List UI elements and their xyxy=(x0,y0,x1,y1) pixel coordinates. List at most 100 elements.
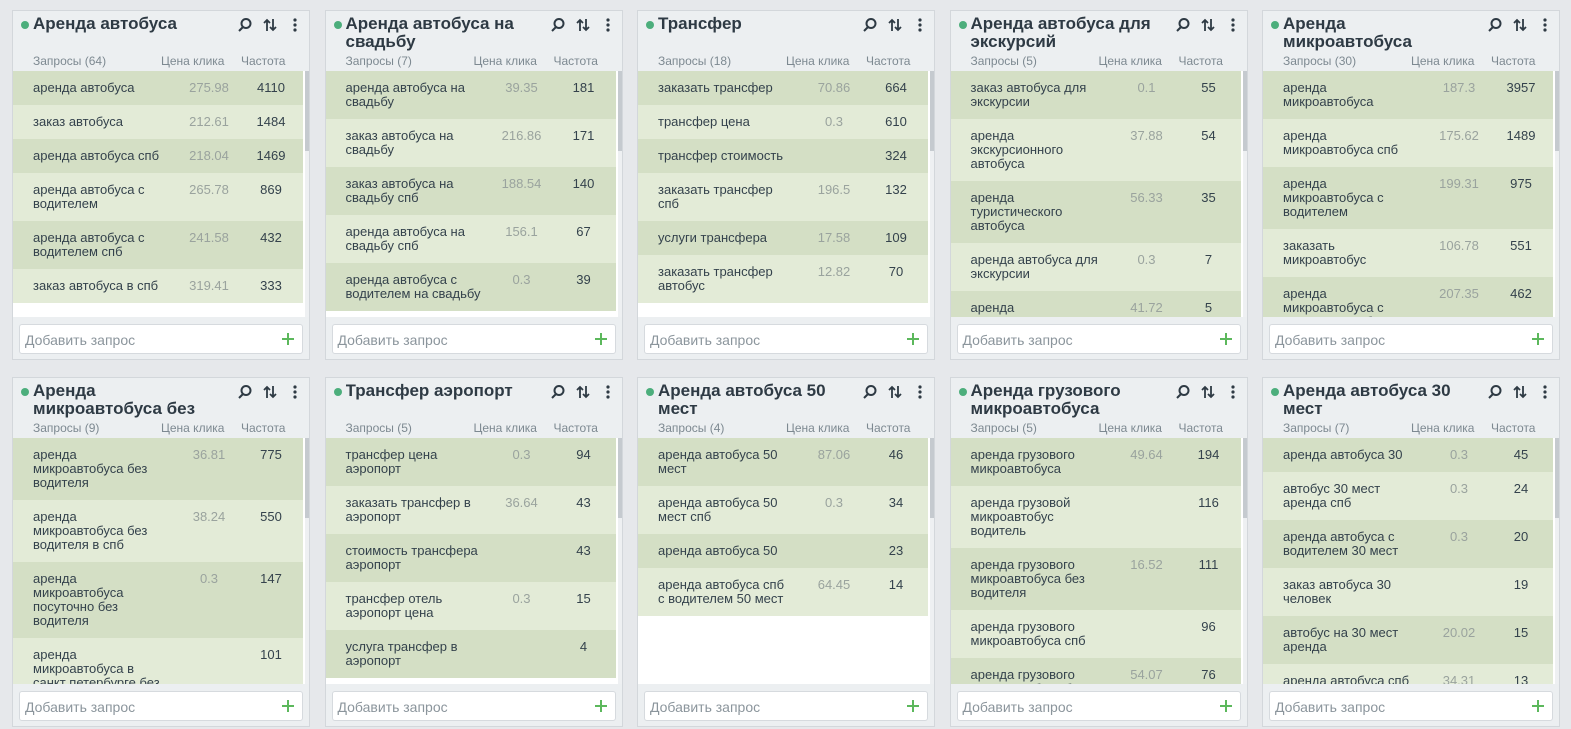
scroll-thumb[interactable] xyxy=(305,438,309,518)
menu-icon[interactable] xyxy=(287,384,303,400)
add-query-input[interactable]: Добавить запрос xyxy=(331,691,616,721)
query-row[interactable]: аренда автобуса 50 мест 87.06 46 xyxy=(638,438,928,486)
scroll-thumb[interactable] xyxy=(1242,438,1247,518)
menu-icon[interactable] xyxy=(287,17,303,33)
menu-icon[interactable] xyxy=(912,17,928,33)
scroll-thumb[interactable] xyxy=(1555,71,1559,151)
sort-icon[interactable] xyxy=(1512,384,1528,400)
query-row[interactable]: аренда микроавтобуса посуточно без водит… xyxy=(13,562,303,638)
add-query-input[interactable]: Добавить запрос xyxy=(956,691,1241,721)
sort-icon[interactable] xyxy=(262,384,278,400)
add-query-input[interactable]: Добавить запрос xyxy=(956,324,1241,354)
search-icon[interactable] xyxy=(1175,17,1191,33)
sort-icon[interactable] xyxy=(1200,384,1216,400)
add-button[interactable] xyxy=(1532,700,1544,712)
add-query-input[interactable]: Добавить запрос xyxy=(19,324,303,354)
query-row[interactable]: заказать трансфер спб 196.5 132 xyxy=(638,173,928,221)
query-row[interactable]: аренда микроавтобуса спб 175.62 1489 xyxy=(1263,119,1553,167)
query-row[interactable]: аренда автобуса спб 34.31 13 xyxy=(1263,664,1553,684)
query-row[interactable]: аренда экскурсионного 41.72 5 xyxy=(950,291,1241,317)
sort-icon[interactable] xyxy=(887,384,903,400)
sort-icon[interactable] xyxy=(262,17,278,33)
menu-icon[interactable] xyxy=(600,384,616,400)
query-row[interactable]: заказ автобуса на свадьбу 216.86 171 xyxy=(325,119,616,167)
query-row[interactable]: аренда автобуса 50 мест спб 0.3 34 xyxy=(638,486,928,534)
add-button[interactable] xyxy=(594,333,607,345)
add-button[interactable] xyxy=(907,700,919,712)
search-icon[interactable] xyxy=(550,17,566,33)
scroll-thumb[interactable] xyxy=(617,438,622,518)
query-row[interactable]: аренда автобуса спб 218.04 1469 xyxy=(13,139,303,173)
query-row[interactable]: аренда микроавтобуса 187.3 3957 xyxy=(1263,71,1553,119)
query-row[interactable]: аренда микроавтобуса без водителя в спб 3… xyxy=(13,500,303,562)
query-row[interactable]: трансфер стоимость 324 xyxy=(638,139,928,173)
add-query-input[interactable]: Добавить запрос xyxy=(644,691,928,721)
add-query-input[interactable]: Добавить запрос xyxy=(331,324,616,354)
query-row[interactable]: аренда грузового микроавтобуса без водит… xyxy=(950,548,1241,610)
query-row[interactable]: услуга трансфер в аэропорт 4 xyxy=(325,630,616,678)
sort-icon[interactable] xyxy=(1200,17,1216,33)
query-row[interactable]: аренда грузовой микроавтобус водитель 116 xyxy=(950,486,1241,548)
query-row[interactable]: аренда грузового микроавтобуса спб 96 xyxy=(950,610,1241,658)
query-row[interactable]: трансфер цена 0.3 610 xyxy=(638,105,928,139)
scroll-thumb[interactable] xyxy=(930,71,934,151)
query-row[interactable]: аренда автобуса на свадьбу спб 156.1 67 xyxy=(325,215,616,263)
query-row[interactable]: аренда микроавтобуса без водителя 36.81 77… xyxy=(13,438,303,500)
query-row[interactable]: автобус 30 мест аренда спб 0.3 24 xyxy=(1263,472,1553,520)
menu-icon[interactable] xyxy=(600,17,616,33)
search-icon[interactable] xyxy=(862,17,878,33)
query-row[interactable]: заказать трансфер автобус 12.82 70 xyxy=(638,255,928,303)
query-row[interactable]: аренда автобуса спб с водителем 50 мест 6… xyxy=(638,568,928,616)
query-row[interactable]: заказать трансфер в аэропорт 36.64 43 xyxy=(325,486,616,534)
query-row[interactable]: заказ автобуса 30 человек 19 xyxy=(1263,568,1553,616)
query-row[interactable]: аренда туристического автобуса 56.33 35 xyxy=(950,181,1241,243)
menu-icon[interactable] xyxy=(1537,384,1553,400)
add-query-input[interactable]: Добавить запрос xyxy=(19,691,303,721)
query-row[interactable]: заказ автобуса на свадьбу спб 188.54 140 xyxy=(325,167,616,215)
add-button[interactable] xyxy=(282,333,294,345)
query-row[interactable]: заказать трансфер 70.86 664 xyxy=(638,71,928,105)
add-button[interactable] xyxy=(594,700,607,712)
query-row[interactable]: аренда автобуса для экскурсии 0.3 7 xyxy=(950,243,1241,291)
query-row[interactable]: аренда автобуса на свадьбу 39.35 181 xyxy=(325,71,616,119)
query-row[interactable]: трансфер цена аэропорт 0.3 94 xyxy=(325,438,616,486)
query-row[interactable]: заказать микроавтобус 106.78 551 xyxy=(1263,229,1553,277)
query-row[interactable]: аренда автобуса с водителем на свадьбу 0.… xyxy=(325,263,616,311)
menu-icon[interactable] xyxy=(1537,17,1553,33)
query-row[interactable]: стоимость трансфера аэропорт 43 xyxy=(325,534,616,582)
query-row[interactable]: услуги трансфера 17.58 109 xyxy=(638,221,928,255)
add-query-input[interactable]: Добавить запрос xyxy=(1269,324,1553,354)
sort-icon[interactable] xyxy=(887,17,903,33)
query-row[interactable]: аренда автобуса 275.98 4110 xyxy=(13,71,303,105)
add-button[interactable] xyxy=(1219,333,1232,345)
scroll-thumb[interactable] xyxy=(930,438,934,518)
search-icon[interactable] xyxy=(1487,384,1503,400)
query-row[interactable]: аренда автобуса 50 23 xyxy=(638,534,928,568)
query-row[interactable]: аренда грузового микроавтобуса 49.64 194 xyxy=(950,438,1241,486)
add-button[interactable] xyxy=(907,333,919,345)
search-icon[interactable] xyxy=(862,384,878,400)
search-icon[interactable] xyxy=(237,384,253,400)
query-row[interactable]: аренда микроавтобуса с водителем спб 207.… xyxy=(1263,277,1553,317)
add-button[interactable] xyxy=(1532,333,1544,345)
menu-icon[interactable] xyxy=(1225,17,1241,33)
add-query-input[interactable]: Добавить запрос xyxy=(644,324,928,354)
scroll-thumb[interactable] xyxy=(1555,438,1559,518)
query-row[interactable]: аренда микроавтобуса в санкт петербурге … xyxy=(13,638,303,684)
query-row[interactable]: аренда микроавтобуса с водителем 199.31 97… xyxy=(1263,167,1553,229)
search-icon[interactable] xyxy=(1487,17,1503,33)
scroll-thumb[interactable] xyxy=(1242,71,1247,151)
search-icon[interactable] xyxy=(237,17,253,33)
query-row[interactable]: аренда автобуса с водителем спб 241.58 432 xyxy=(13,221,303,269)
sort-icon[interactable] xyxy=(575,384,591,400)
sort-icon[interactable] xyxy=(575,17,591,33)
query-row[interactable]: заказ автобуса для экскурсии 0.1 55 xyxy=(950,71,1241,119)
query-row[interactable]: аренда автобуса с водителем 265.78 869 xyxy=(13,173,303,221)
add-button[interactable] xyxy=(1219,700,1232,712)
query-row[interactable]: аренда автобуса 30 0.3 45 xyxy=(1263,438,1553,472)
scroll-thumb[interactable] xyxy=(617,71,622,151)
menu-icon[interactable] xyxy=(1225,384,1241,400)
add-query-input[interactable]: Добавить запрос xyxy=(1269,691,1553,721)
add-button[interactable] xyxy=(282,700,294,712)
query-row[interactable]: аренда автобуса с водителем 30 мест 0.3 20 xyxy=(1263,520,1553,568)
